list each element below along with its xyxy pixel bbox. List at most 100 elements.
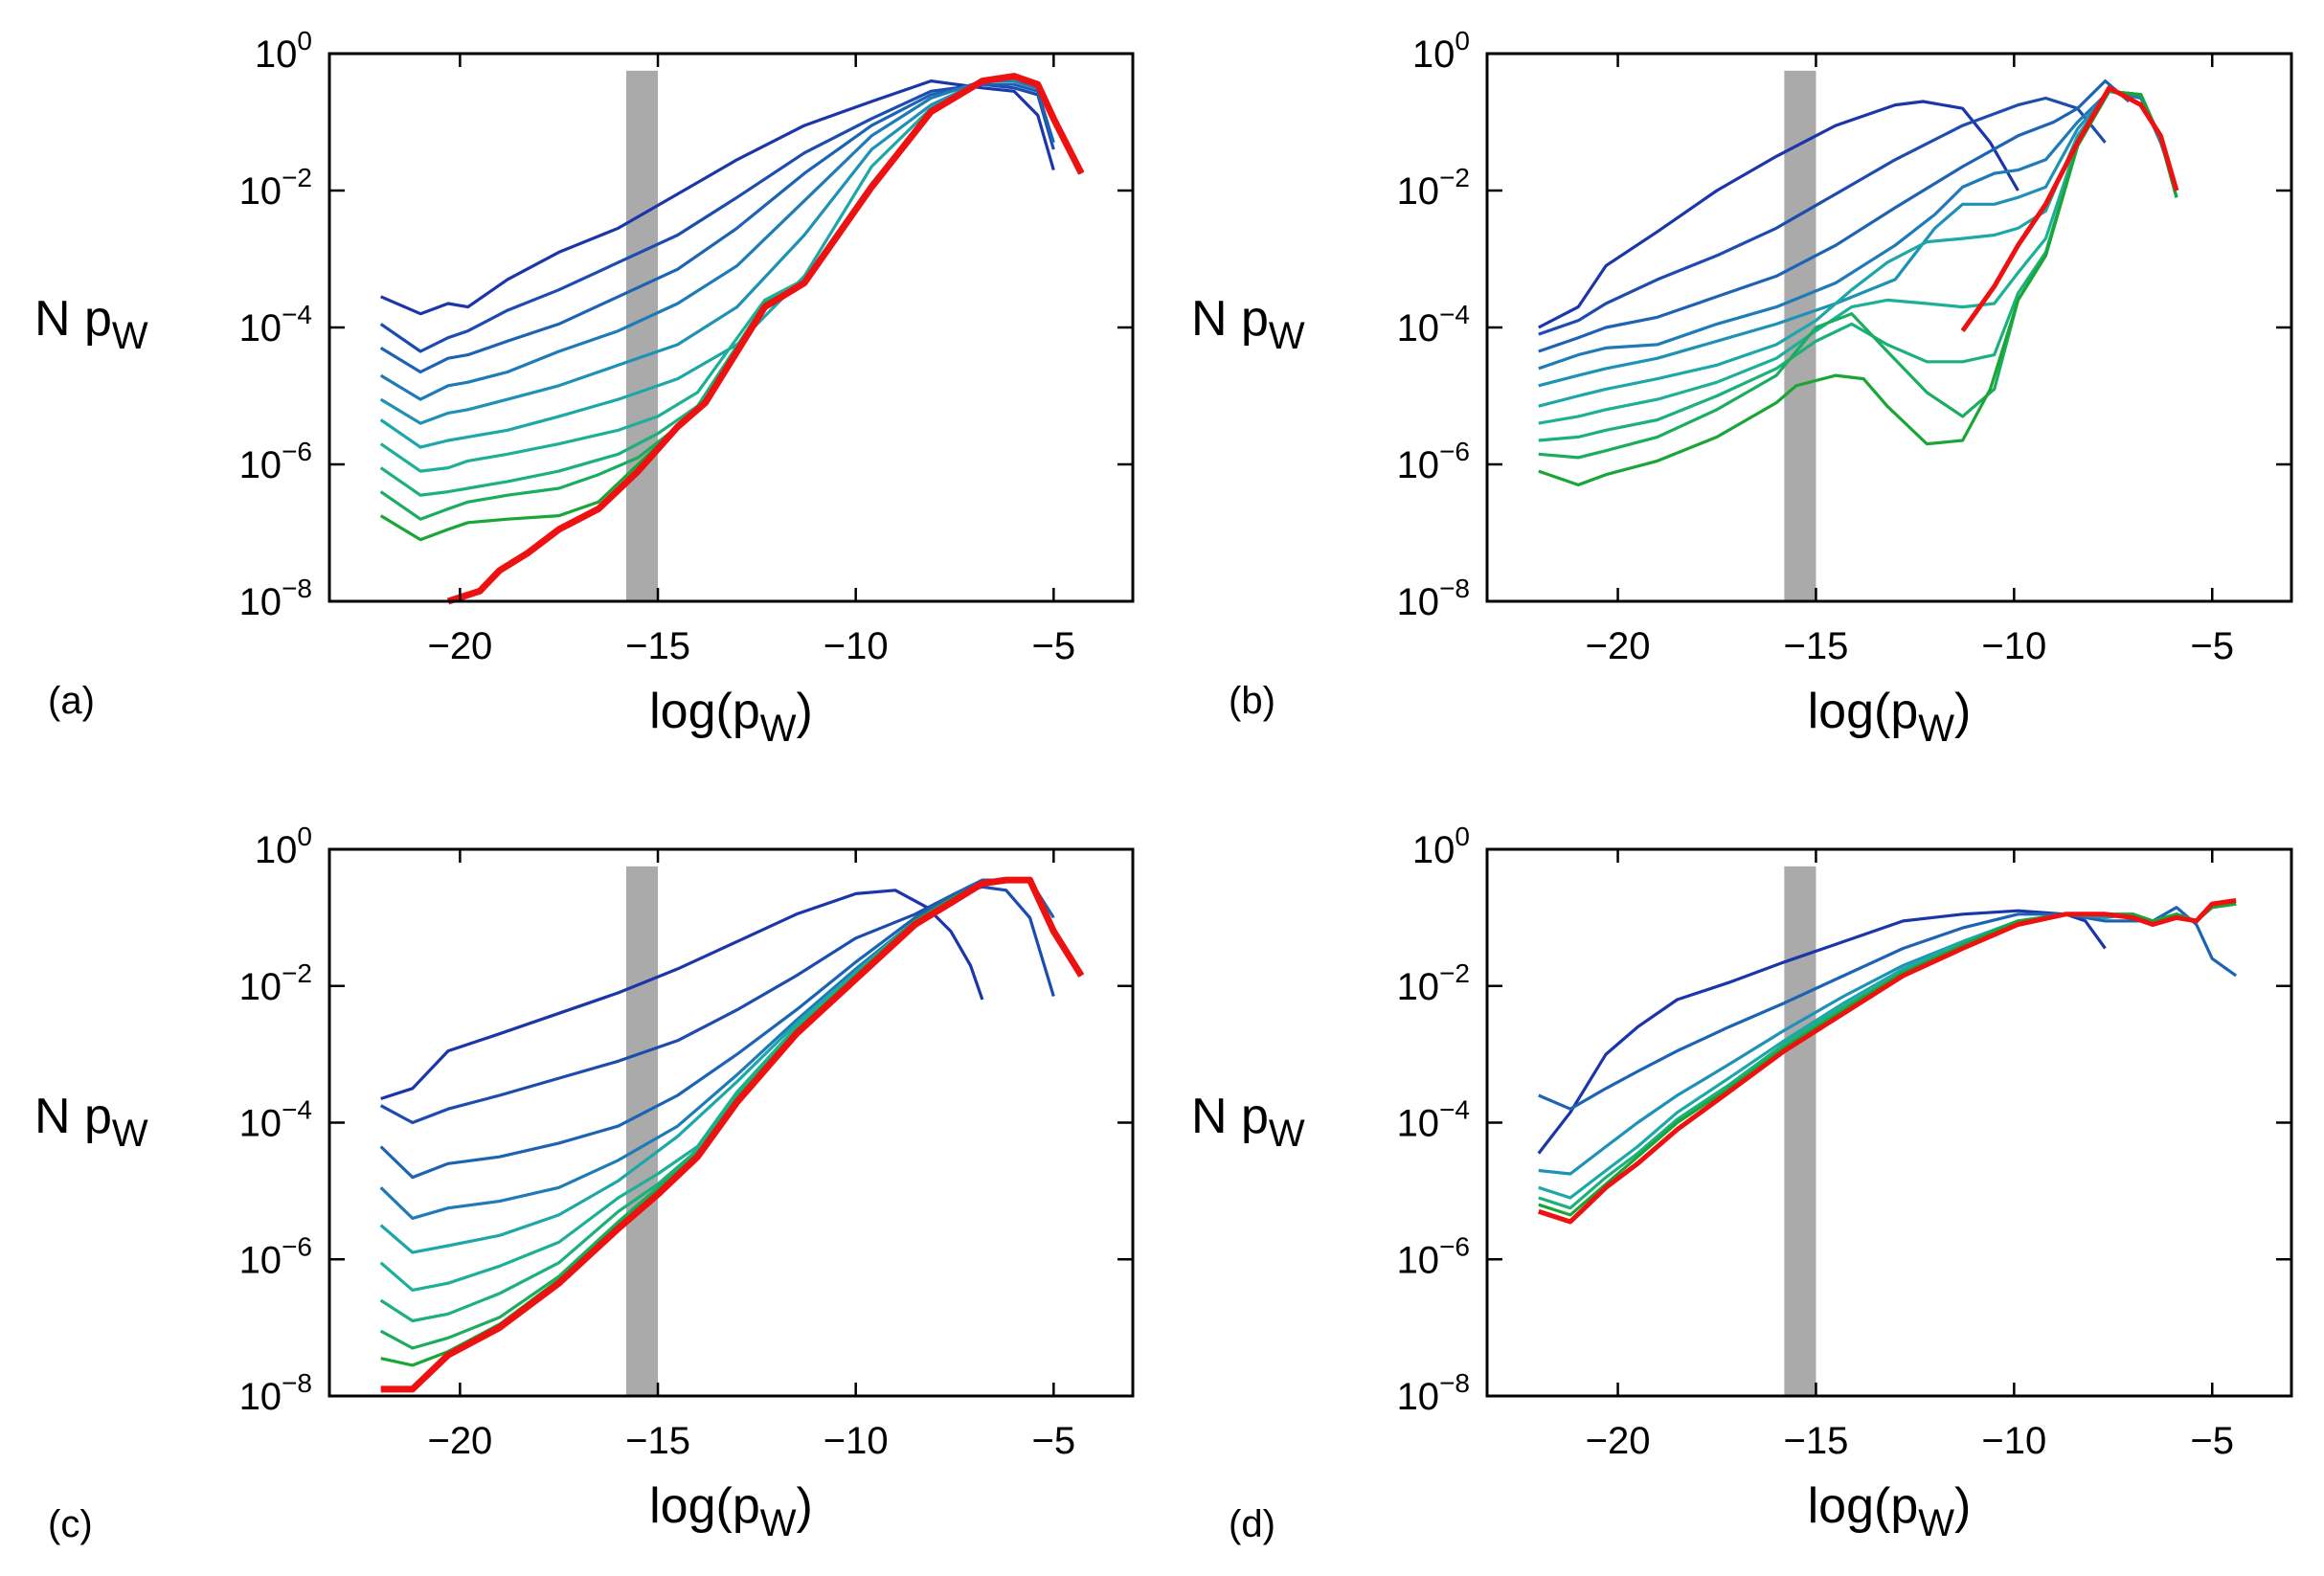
y-tick-exponent: −8 — [1439, 1368, 1470, 1398]
x-axis-label-sub: W — [760, 1502, 797, 1544]
y-axis-label-sub: W — [1269, 315, 1305, 357]
y-tick-label: 100 — [255, 822, 312, 871]
x-axis-label-sub: W — [760, 708, 797, 750]
y-tick-base: 10 — [1412, 34, 1455, 76]
series-line-s1 — [1538, 100, 2019, 329]
x-axis-label-close: ) — [797, 684, 813, 739]
series-line-red — [446, 73, 1085, 605]
y-tick-base: 10 — [1397, 1376, 1440, 1418]
x-tick-label: −15 — [1784, 1420, 1849, 1462]
x-tick-label: −10 — [824, 1420, 889, 1462]
y-tick-label: 10−8 — [239, 574, 312, 623]
y-tick-base: 10 — [239, 307, 282, 349]
y-tick-label: 10−6 — [239, 1231, 312, 1281]
series-line-s1 — [380, 889, 984, 1101]
y-tick-label: 100 — [1412, 26, 1470, 76]
y-tick-exponent: −4 — [1439, 300, 1470, 329]
y-tick-base: 10 — [239, 1376, 282, 1418]
x-axis-label: log(pW) — [1808, 684, 1972, 750]
series-line-s6 — [1538, 902, 2237, 1217]
x-axis-label-close: ) — [797, 1478, 813, 1534]
plot-frame — [1485, 847, 2293, 1398]
x-axis-label-close: ) — [1954, 684, 1971, 739]
y-axis-label: N pW — [34, 1089, 148, 1155]
y-tick-base: 10 — [1397, 581, 1440, 623]
x-tick-label: −10 — [1981, 1420, 2046, 1462]
x-axis-label: log(pW) — [649, 684, 813, 750]
series-line-s3 — [1538, 902, 2237, 1176]
series-line-s10 — [379, 76, 1083, 542]
y-tick-base: 10 — [1397, 444, 1440, 486]
y-tick-base: 10 — [1397, 170, 1440, 213]
y-tick-exponent: −8 — [282, 1368, 312, 1398]
y-tick-exponent: 0 — [1455, 26, 1470, 56]
y-tick-exponent: −8 — [282, 574, 312, 603]
x-axis-label-main: log(p — [1808, 1478, 1919, 1534]
x-tick-label: −10 — [1981, 625, 2046, 667]
x-tick-label: −5 — [1032, 1420, 1076, 1462]
y-tick-exponent: −2 — [1439, 163, 1470, 192]
y-tick-base: 10 — [239, 170, 282, 213]
y-tick-exponent: −8 — [1439, 574, 1470, 603]
x-tick-label: −20 — [427, 625, 492, 667]
y-tick-base: 10 — [255, 829, 298, 871]
y-tick-label: 10−2 — [1397, 958, 1470, 1008]
series-line-s9 — [379, 76, 1083, 521]
x-tick-label: −20 — [1586, 1420, 1651, 1462]
y-tick-label: 10−8 — [239, 1368, 312, 1418]
y-axis-label: N pW — [1191, 291, 1305, 357]
y-axis-label-sub: W — [112, 1113, 148, 1155]
y-axis-label-main: N p — [1191, 291, 1269, 347]
y-tick-label: 10−6 — [239, 437, 312, 486]
y-axis-label: N pW — [1191, 1089, 1305, 1155]
y-tick-base: 10 — [1397, 307, 1440, 349]
shaded-band — [625, 70, 659, 601]
y-tick-label: 10−6 — [1397, 437, 1470, 486]
y-axis-label-main: N p — [1191, 1089, 1269, 1144]
y-tick-base: 10 — [239, 1239, 282, 1281]
y-tick-base: 10 — [1397, 1239, 1440, 1281]
panel-label: (c) — [48, 1503, 93, 1545]
y-tick-exponent: 0 — [1455, 822, 1470, 851]
y-tick-exponent: −2 — [282, 163, 312, 192]
series-line-red — [1960, 85, 2179, 333]
x-tick-label: −15 — [625, 1420, 690, 1462]
y-tick-base: 10 — [1397, 1103, 1440, 1145]
y-tick-exponent: −6 — [1439, 437, 1470, 466]
shaded-band — [1784, 866, 1816, 1396]
y-tick-label: 10−4 — [239, 1095, 312, 1145]
series-line-s3 — [379, 82, 1055, 374]
y-tick-label: 10−8 — [1397, 1368, 1470, 1418]
x-axis-label-main: log(p — [649, 1478, 760, 1534]
panel-label: (a) — [48, 680, 95, 722]
y-tick-exponent: −2 — [1439, 958, 1470, 988]
series-line-s5 — [1538, 902, 2237, 1210]
x-tick-label: −5 — [2190, 625, 2234, 667]
y-tick-exponent: 0 — [297, 26, 312, 56]
x-tick-label: −10 — [824, 625, 889, 667]
y-tick-label: 10−2 — [239, 958, 312, 1008]
y-axis-label-sub: W — [1269, 1113, 1305, 1155]
y-axis-label-sub: W — [112, 315, 148, 357]
x-axis-label-close: ) — [1954, 1478, 1971, 1534]
x-axis-label-sub: W — [1918, 1502, 1954, 1544]
y-tick-base: 10 — [239, 1103, 282, 1145]
y-tick-exponent: −4 — [282, 1095, 312, 1125]
y-tick-exponent: 0 — [297, 822, 312, 851]
series-line-s2 — [379, 885, 1055, 1125]
x-axis-label: log(pW) — [649, 1478, 813, 1544]
y-axis-label-main: N p — [34, 1089, 112, 1144]
series-line-s9 — [380, 878, 1083, 1367]
x-axis-label-sub: W — [1918, 708, 1954, 750]
y-tick-exponent: −4 — [1439, 1095, 1470, 1125]
x-tick-label: −5 — [1032, 625, 1076, 667]
y-tick-base: 10 — [255, 34, 298, 76]
series-line-s8 — [1538, 89, 2178, 442]
y-axis-label-main: N p — [34, 291, 112, 347]
y-tick-label: 100 — [255, 26, 312, 76]
y-tick-label: 10−4 — [1397, 300, 1470, 349]
